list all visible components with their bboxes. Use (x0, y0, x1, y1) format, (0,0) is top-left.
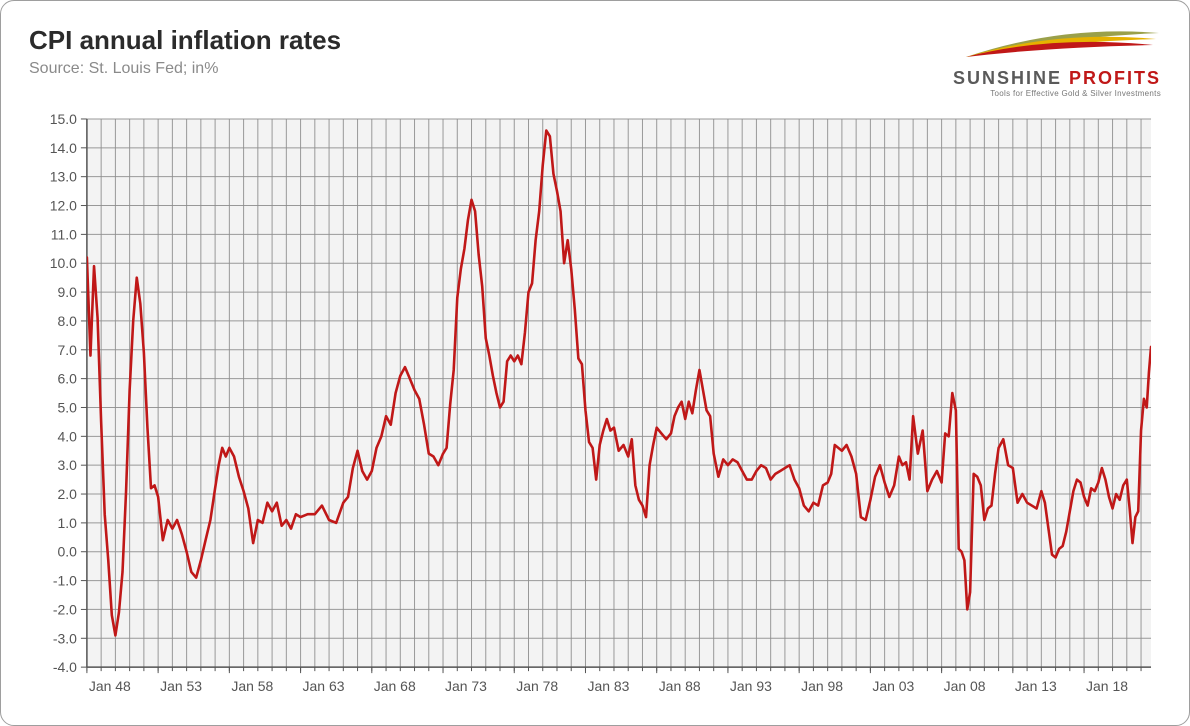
svg-text:2.0: 2.0 (57, 486, 77, 502)
logo-word-2: PROFITS (1069, 68, 1161, 88)
header-row: CPI annual inflation rates Source: St. L… (29, 25, 1161, 98)
svg-text:Jan 53: Jan 53 (160, 678, 202, 694)
svg-text:Jan 93: Jan 93 (730, 678, 772, 694)
logo-name: SUNSHINE PROFITS (953, 68, 1161, 89)
svg-text:Jan 18: Jan 18 (1086, 678, 1128, 694)
svg-text:-4.0: -4.0 (53, 659, 77, 675)
svg-text:0.0: 0.0 (57, 544, 77, 560)
svg-text:3.0: 3.0 (57, 457, 77, 473)
svg-text:11.0: 11.0 (51, 226, 77, 242)
chart-area: -4.0 -3.0 -2.0 -1.0 0.0 1.0 2.0 3.0 4.0 5.0 6.0 7.0… (29, 111, 1161, 707)
svg-text:13.0: 13.0 (50, 169, 77, 185)
chart-card: CPI annual inflation rates Source: St. L… (0, 0, 1190, 726)
svg-text:-1.0: -1.0 (53, 573, 77, 589)
svg-text:Jan 08: Jan 08 (944, 678, 986, 694)
svg-text:1.0: 1.0 (57, 515, 77, 531)
svg-text:15.0: 15.0 (50, 111, 77, 127)
title-block: CPI annual inflation rates Source: St. L… (29, 25, 341, 78)
svg-text:10.0: 10.0 (50, 255, 77, 271)
svg-text:-2.0: -2.0 (53, 601, 77, 617)
svg-text:Jan 03: Jan 03 (872, 678, 914, 694)
chart-title: CPI annual inflation rates (29, 25, 341, 56)
svg-text:7.0: 7.0 (57, 342, 77, 358)
logo-word-1: SUNSHINE (953, 68, 1069, 88)
svg-text:Jan 58: Jan 58 (231, 678, 273, 694)
svg-text:Jan 63: Jan 63 (303, 678, 345, 694)
svg-text:-3.0: -3.0 (53, 630, 77, 646)
svg-text:14.0: 14.0 (50, 140, 77, 156)
svg-text:Jan 48: Jan 48 (89, 678, 131, 694)
svg-text:5.0: 5.0 (57, 399, 77, 415)
logo-swoosh-icon (961, 27, 1161, 63)
svg-text:8.0: 8.0 (57, 313, 77, 329)
svg-text:Jan 88: Jan 88 (659, 678, 701, 694)
svg-text:6.0: 6.0 (57, 371, 77, 387)
svg-text:Jan 78: Jan 78 (516, 678, 558, 694)
line-chart: -4.0 -3.0 -2.0 -1.0 0.0 1.0 2.0 3.0 4.0 5.0 6.0 7.0… (29, 111, 1161, 707)
svg-text:Jan 13: Jan 13 (1015, 678, 1057, 694)
logo-tagline: Tools for Effective Gold & Silver Invest… (953, 89, 1161, 98)
svg-text:Jan 83: Jan 83 (587, 678, 629, 694)
svg-text:Jan 68: Jan 68 (374, 678, 416, 694)
svg-text:Jan 73: Jan 73 (445, 678, 487, 694)
chart-subtitle: Source: St. Louis Fed; in% (29, 60, 341, 78)
brand-logo: SUNSHINE PROFITS Tools for Effective Gol… (953, 25, 1161, 98)
svg-text:9.0: 9.0 (57, 284, 77, 300)
svg-text:Jan 98: Jan 98 (801, 678, 843, 694)
svg-text:12.0: 12.0 (50, 198, 77, 214)
svg-text:4.0: 4.0 (57, 428, 77, 444)
